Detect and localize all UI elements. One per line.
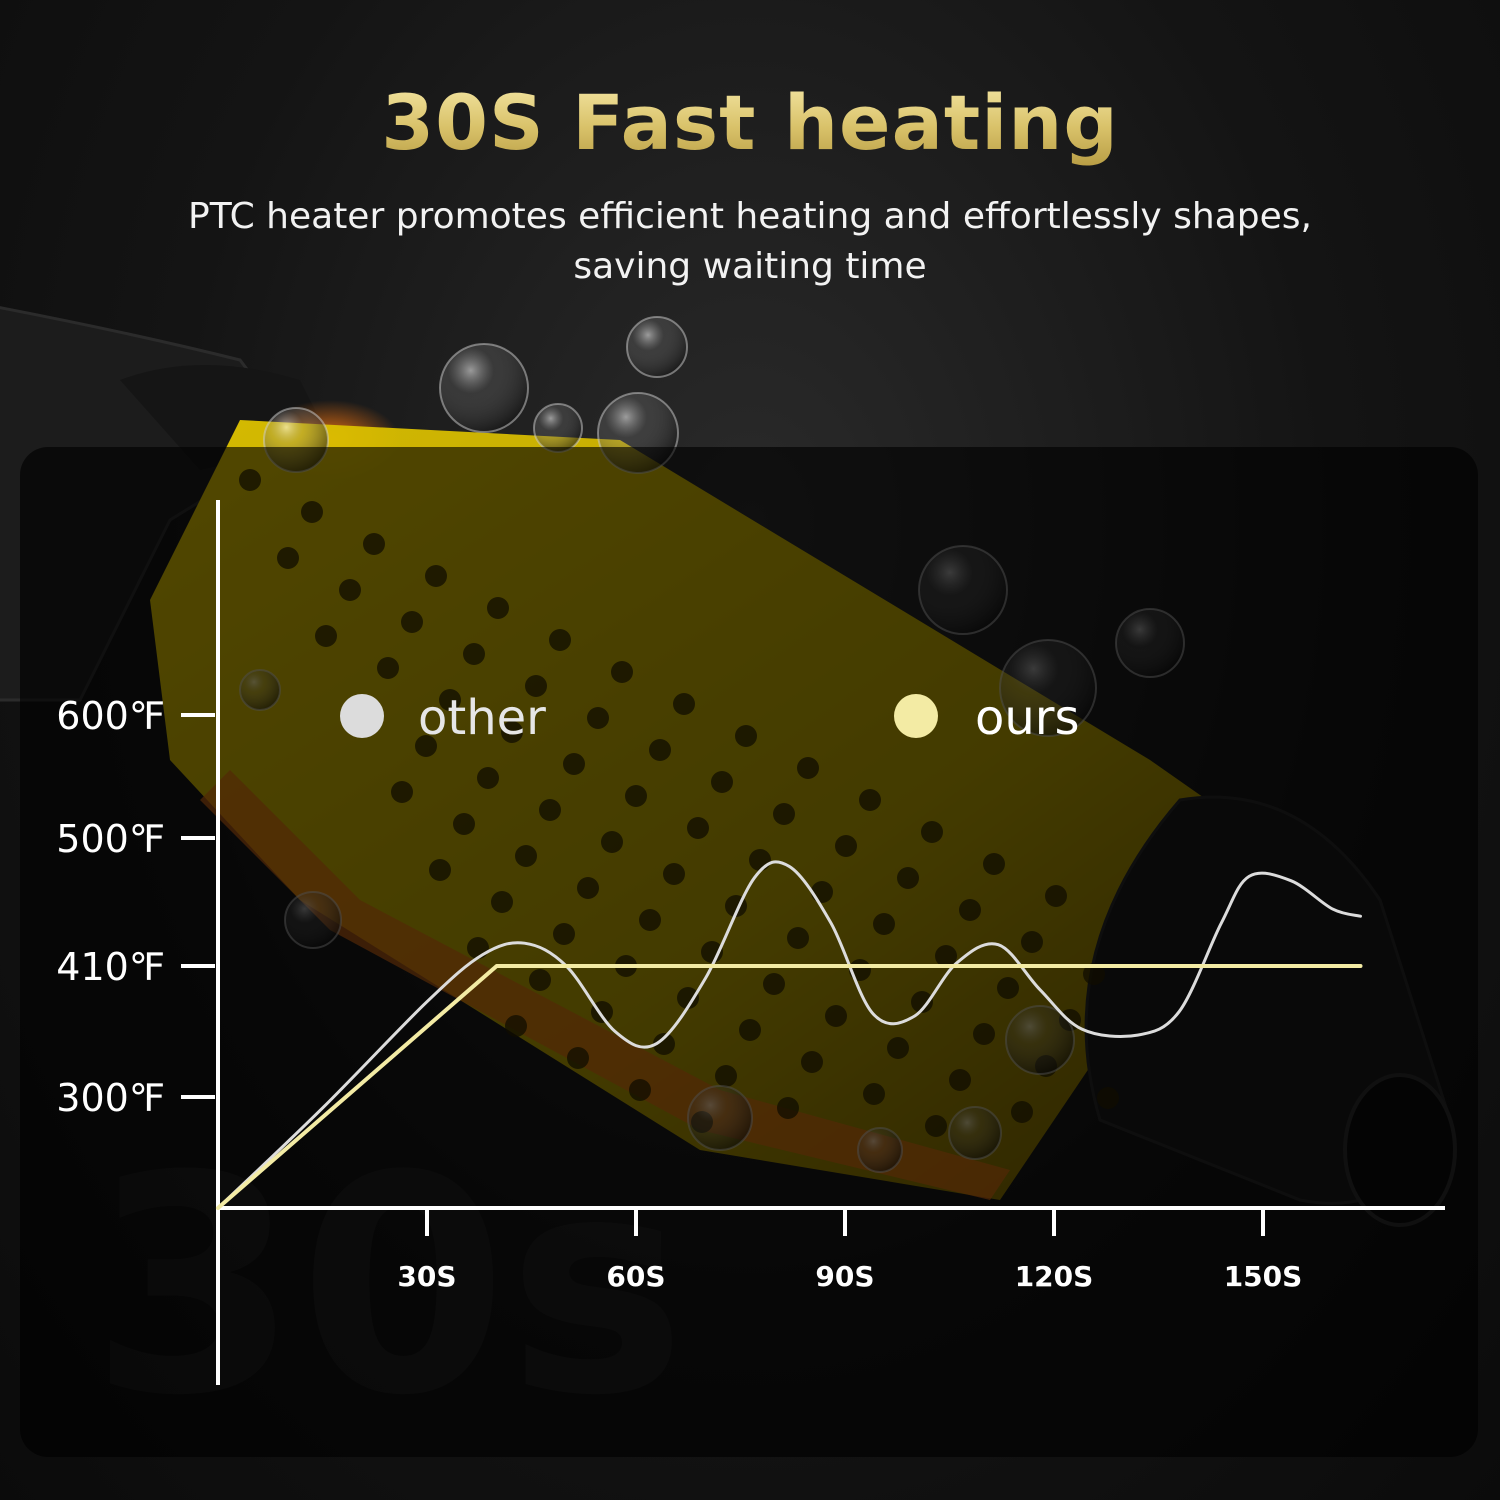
headline: 30S Fast heating: [0, 78, 1500, 167]
legend-marker-other: [340, 694, 384, 738]
subheadline: PTC heater promotes efficient heating an…: [188, 196, 1312, 287]
x-tick-label-90: 90S: [815, 1260, 874, 1293]
x-tick-label-150: 150S: [1224, 1260, 1303, 1293]
x-tick-label-120: 120S: [1015, 1260, 1094, 1293]
chart-panel: [20, 447, 1478, 1457]
legend: other ours: [340, 690, 1080, 746]
bubble: [439, 343, 529, 433]
x-tick-label-30: 30S: [397, 1260, 456, 1293]
legend-marker-ours: [894, 694, 938, 738]
y-tick-label-600: 600℉: [56, 694, 165, 738]
y-tick-label-300: 300℉: [56, 1076, 165, 1120]
bubble: [533, 403, 583, 453]
x-tick-label-60: 60S: [606, 1260, 665, 1293]
legend-label-ours: ours: [975, 690, 1080, 746]
y-tick-label-410: 410℉: [56, 945, 165, 989]
series-line-ours: [216, 964, 1363, 1210]
series-line-other: [216, 860, 1362, 1210]
y-tick-label-500: 500℉: [56, 817, 165, 861]
legend-label-other: other: [418, 690, 546, 746]
bubble: [626, 316, 688, 378]
